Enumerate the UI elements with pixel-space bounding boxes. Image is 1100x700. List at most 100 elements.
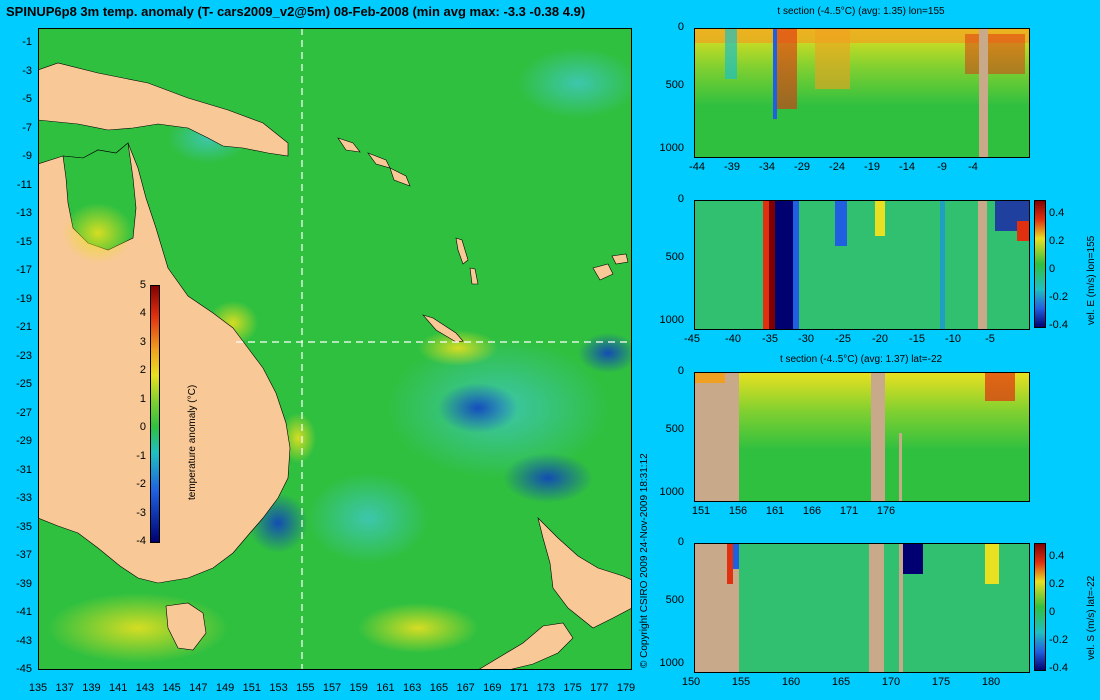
land-column	[871, 373, 885, 501]
land-vanuatu	[455, 237, 479, 285]
land-column	[869, 544, 884, 672]
lat-tick-label: -9	[22, 150, 32, 162]
section-x-tick-label: 151	[691, 505, 711, 517]
panel2-plot[interactable]	[694, 200, 1030, 330]
section-x-tick-label: 155	[731, 676, 751, 688]
lon-tick-label: 165	[429, 682, 449, 694]
panel1-title: t section (-4..5°C) (avg: 1.35) lon=155	[777, 6, 945, 17]
lon-tick-label: 135	[28, 682, 48, 694]
lon-tick-label: 159	[349, 682, 368, 694]
lat-tick-label: -21	[16, 321, 32, 333]
section-x-tick-label: -15	[909, 333, 925, 345]
velocity-column	[985, 544, 999, 584]
panel2-colorbar-label: vel. E (m/s) lon=155	[1086, 235, 1097, 325]
section-x-tick-label: -39	[724, 161, 740, 173]
land-slope	[695, 373, 739, 501]
velocity-column	[727, 544, 733, 584]
colorbar-tick-label: -4	[136, 535, 146, 547]
land-new-caledonia	[422, 314, 464, 343]
section-x-tick-label: -30	[798, 333, 814, 345]
lon-tick-label: 157	[322, 682, 342, 694]
panel3-plot[interactable]	[694, 372, 1030, 502]
section-x-tick-label: -34	[759, 161, 775, 173]
cold-anomaly	[578, 333, 632, 373]
lat-tick-label: -11	[16, 178, 32, 191]
section-x-tick-label: -5	[985, 333, 995, 345]
lon-tick-label: 163	[402, 682, 422, 694]
temperature-anomaly-map[interactable]	[38, 28, 632, 670]
map-colorbar	[150, 285, 160, 543]
colorbar-tick-label: -0.4	[1049, 662, 1068, 674]
section-x-tick-label: 175	[931, 676, 951, 688]
section-x-tick-label: 160	[781, 676, 801, 688]
cold-anomaly	[503, 453, 593, 503]
lon-tick-label: 151	[242, 682, 261, 694]
land-column	[899, 433, 902, 501]
section-x-tick-label: 180	[981, 676, 1001, 688]
depth-tick-label: 0	[677, 536, 684, 548]
colorbar-tick-label: 0	[1049, 606, 1056, 618]
colorbar-tick-label: -1	[136, 449, 146, 462]
lat-tick-label: -41	[16, 606, 32, 618]
warm-anomaly	[358, 603, 478, 653]
panel2-colorbar	[1034, 200, 1046, 328]
lat-tick-label: -27	[16, 406, 32, 419]
depth-tick-label: 1000	[659, 314, 684, 326]
colorbar-tick-label: 0.4	[1049, 207, 1065, 219]
section-x-tick-label: -35	[762, 333, 778, 345]
land-column	[978, 201, 987, 329]
velocity-column	[875, 201, 885, 236]
lat-tick-label: -39	[16, 577, 32, 590]
section-x-tick-label: -45	[684, 333, 700, 345]
map-frame	[38, 28, 632, 670]
warm-band	[695, 373, 725, 383]
panel4-colorbar-label: vel. S (m/s) lat=-22	[1086, 575, 1097, 660]
depth-tick-label: 0	[677, 365, 684, 377]
colorbar-tick-label: 0.2	[1049, 235, 1065, 247]
lon-tick-label: 173	[536, 682, 555, 694]
lon-tick-label: 149	[215, 682, 235, 694]
warm-anomaly	[418, 330, 498, 366]
section-x-tick-label: -9	[937, 161, 947, 173]
lat-tick-label: -45	[16, 663, 32, 675]
lon-tick-label: 141	[108, 682, 128, 694]
cold-anomaly	[308, 473, 428, 563]
panel4-plot[interactable]	[694, 543, 1030, 673]
cold-anomaly	[518, 48, 632, 118]
colorbar-tick-label: 0	[139, 421, 146, 434]
velocity-column	[793, 201, 799, 329]
panel4-colorbar	[1034, 543, 1046, 671]
lat-tick-label: -29	[16, 435, 32, 447]
land-fiji	[592, 253, 629, 281]
lat-tick-label: -15	[16, 235, 32, 248]
colorbar-tick-label: -0.4	[1049, 319, 1068, 331]
velocity-column	[763, 201, 769, 329]
lat-tick-label: -13	[16, 207, 32, 219]
lon-tick-label: 179	[616, 682, 636, 694]
lat-tick-label: -25	[16, 378, 32, 390]
lon-tick-label: 137	[55, 682, 74, 694]
lon-tick-label: 153	[269, 682, 288, 694]
warm-column	[985, 373, 1015, 401]
cold-column	[773, 29, 777, 119]
lat-tick-label: -1	[22, 36, 32, 48]
colorbar-tick-label: 5	[139, 279, 146, 291]
section-x-tick-label: -44	[689, 161, 705, 173]
section-x-tick-label: -19	[864, 161, 880, 173]
velocity-column	[903, 544, 923, 574]
depth-tick-label: 0	[677, 193, 684, 205]
panel1-plot[interactable]	[694, 28, 1030, 158]
lon-tick-label: 147	[189, 682, 208, 694]
land-column	[899, 544, 903, 672]
land-new-guinea	[38, 62, 289, 157]
lat-tick-label: -7	[22, 121, 32, 134]
land-solomon-islands	[337, 137, 411, 187]
section-x-tick-label: -10	[945, 333, 961, 345]
depth-tick-label: 0	[677, 21, 684, 33]
section-x-tick-label: -25	[835, 333, 851, 345]
colorbar-tick-label: 1	[139, 392, 146, 405]
colorbar-tick-label: -0.2	[1049, 634, 1068, 646]
colorbar-tick-label: 2	[139, 364, 146, 377]
warm-column	[965, 34, 1025, 74]
lon-tick-label: 139	[82, 682, 101, 694]
